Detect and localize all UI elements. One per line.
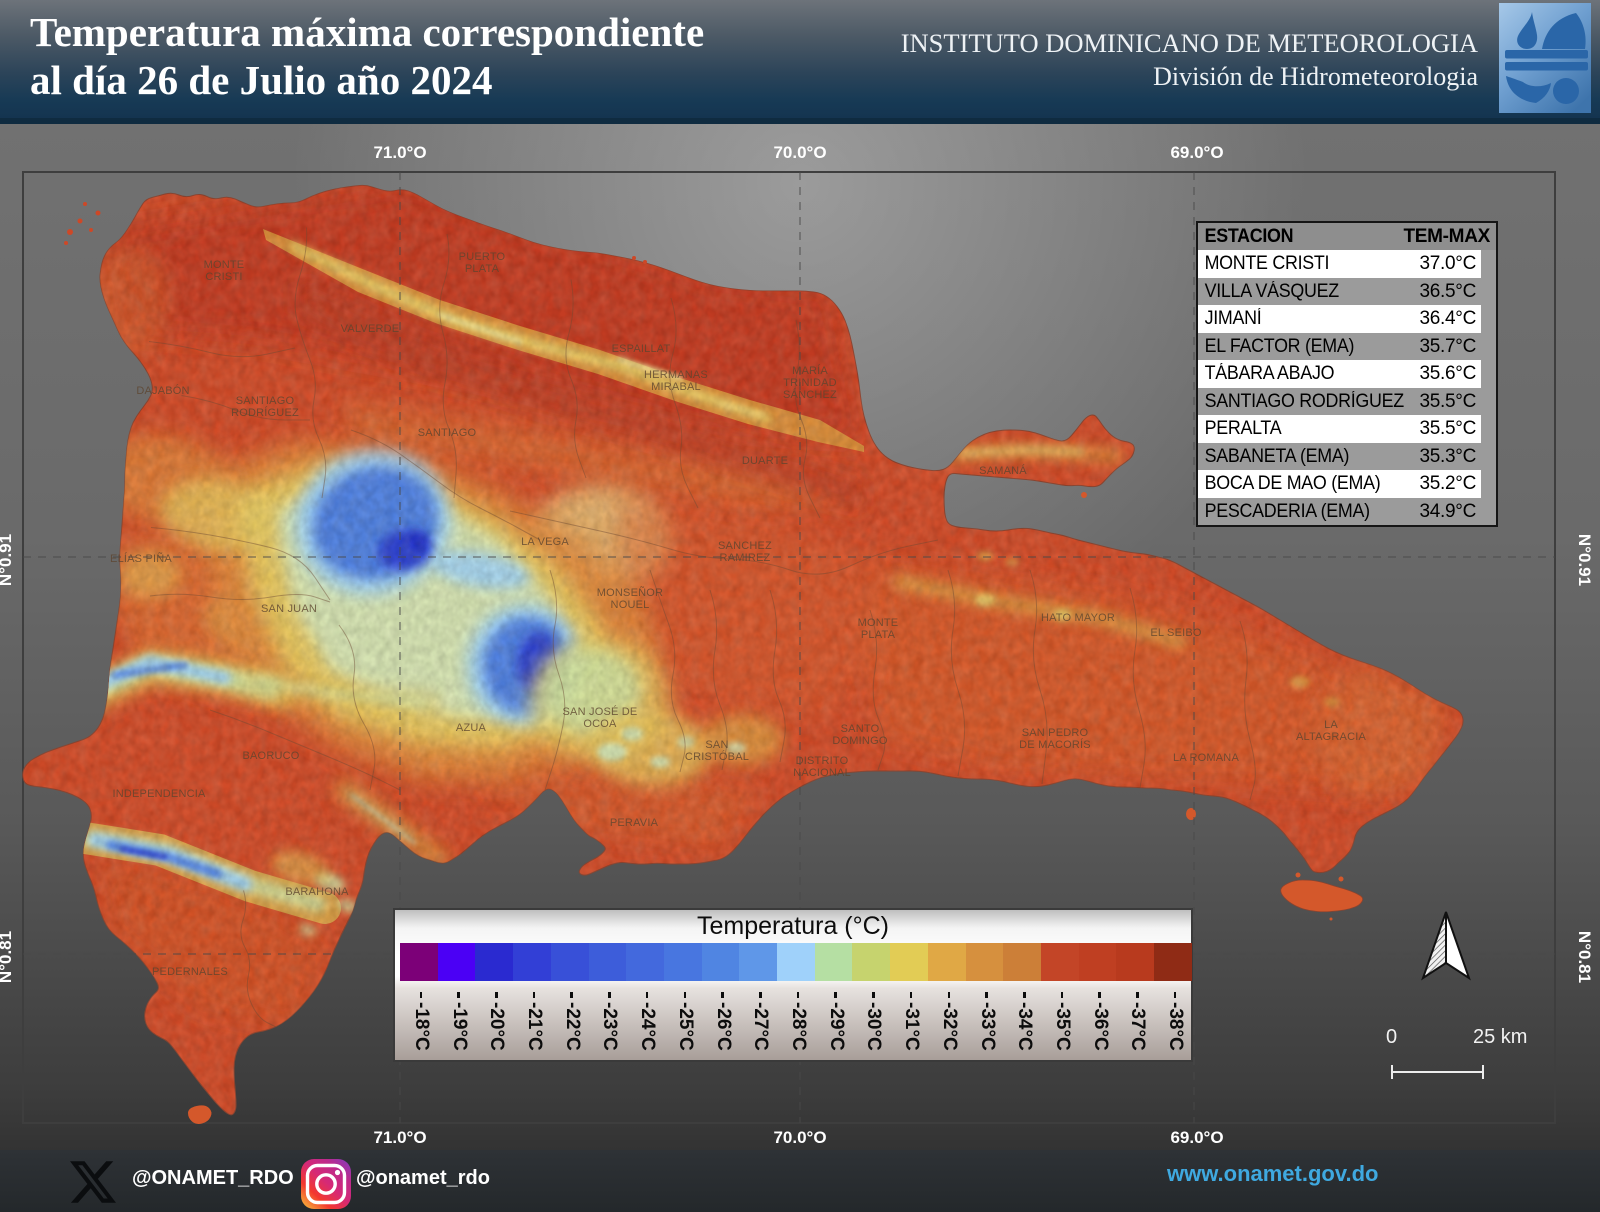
svg-text:PEDERNALES: PEDERNALES: [152, 966, 228, 978]
svg-text:DE MACORÍS: DE MACORÍS: [1019, 738, 1091, 751]
svg-text:SANTIAGO: SANTIAGO: [418, 427, 477, 439]
svg-text:PLATA: PLATA: [861, 629, 896, 641]
svg-text:ESPAILLAT: ESPAILLAT: [612, 343, 671, 355]
svg-text:SAN PEDRO: SAN PEDRO: [1022, 727, 1089, 739]
svg-text:CRISTÓBAL: CRISTÓBAL: [685, 750, 749, 763]
svg-text:RODRÍGUEZ: RODRÍGUEZ: [231, 406, 299, 419]
svg-text:DISTRITO: DISTRITO: [796, 755, 849, 767]
svg-text:MONSEÑOR: MONSEÑOR: [597, 586, 663, 599]
svg-text:DAJABÓN: DAJABÓN: [136, 384, 189, 397]
svg-text:MIRABAL: MIRABAL: [651, 381, 701, 393]
svg-text:NACIONAL: NACIONAL: [793, 767, 851, 779]
svg-text:SANCHEZ: SANCHEZ: [718, 540, 772, 552]
svg-text:BAORUCO: BAORUCO: [242, 750, 299, 762]
svg-text:PUERTO: PUERTO: [459, 251, 506, 263]
svg-text:OCOA: OCOA: [583, 718, 617, 730]
svg-text:ALTAGRACIA: ALTAGRACIA: [1296, 731, 1367, 743]
svg-text:TRINIDAD: TRINIDAD: [783, 377, 837, 389]
svg-text:DOMINGO: DOMINGO: [832, 735, 887, 747]
svg-text:LA ROMANA: LA ROMANA: [1173, 752, 1239, 764]
svg-text:SÁNCHEZ: SÁNCHEZ: [783, 388, 837, 401]
svg-text:INDEPENDENCIA: INDEPENDENCIA: [112, 788, 206, 800]
svg-text:MARÍA: MARÍA: [792, 364, 828, 377]
svg-text:PLATA: PLATA: [465, 263, 500, 275]
svg-text:VALVERDE: VALVERDE: [341, 323, 400, 335]
svg-text:CRISTI: CRISTI: [205, 271, 242, 283]
svg-text:NOUEL: NOUEL: [611, 599, 650, 611]
svg-text:DUARTE: DUARTE: [742, 455, 788, 467]
svg-text:SAN JUAN: SAN JUAN: [261, 603, 317, 615]
svg-text:BARAHONA: BARAHONA: [285, 886, 349, 898]
svg-text:AZUA: AZUA: [456, 722, 487, 734]
svg-text:SAN JOSÉ DE: SAN JOSÉ DE: [563, 705, 638, 718]
svg-text:SANTIAGO: SANTIAGO: [236, 395, 295, 407]
svg-text:HERMANAS: HERMANAS: [644, 369, 708, 381]
svg-text:RAMIREZ: RAMIREZ: [720, 552, 771, 564]
svg-text:LA VEGA: LA VEGA: [521, 536, 569, 548]
svg-text:SAMANÁ: SAMANÁ: [979, 464, 1027, 477]
svg-text:SAN: SAN: [705, 739, 728, 751]
svg-text:SANTO: SANTO: [841, 723, 880, 735]
svg-text:MONTE: MONTE: [858, 617, 899, 629]
svg-text:LA: LA: [1324, 719, 1338, 731]
svg-text:HATO MAYOR: HATO MAYOR: [1041, 612, 1115, 624]
svg-text:ELÍAS PIÑA: ELÍAS PIÑA: [110, 552, 172, 565]
svg-text:PERAVIA: PERAVIA: [610, 817, 659, 829]
svg-text:MONTE: MONTE: [204, 259, 245, 271]
svg-text:EL SEIBO: EL SEIBO: [1150, 627, 1202, 639]
